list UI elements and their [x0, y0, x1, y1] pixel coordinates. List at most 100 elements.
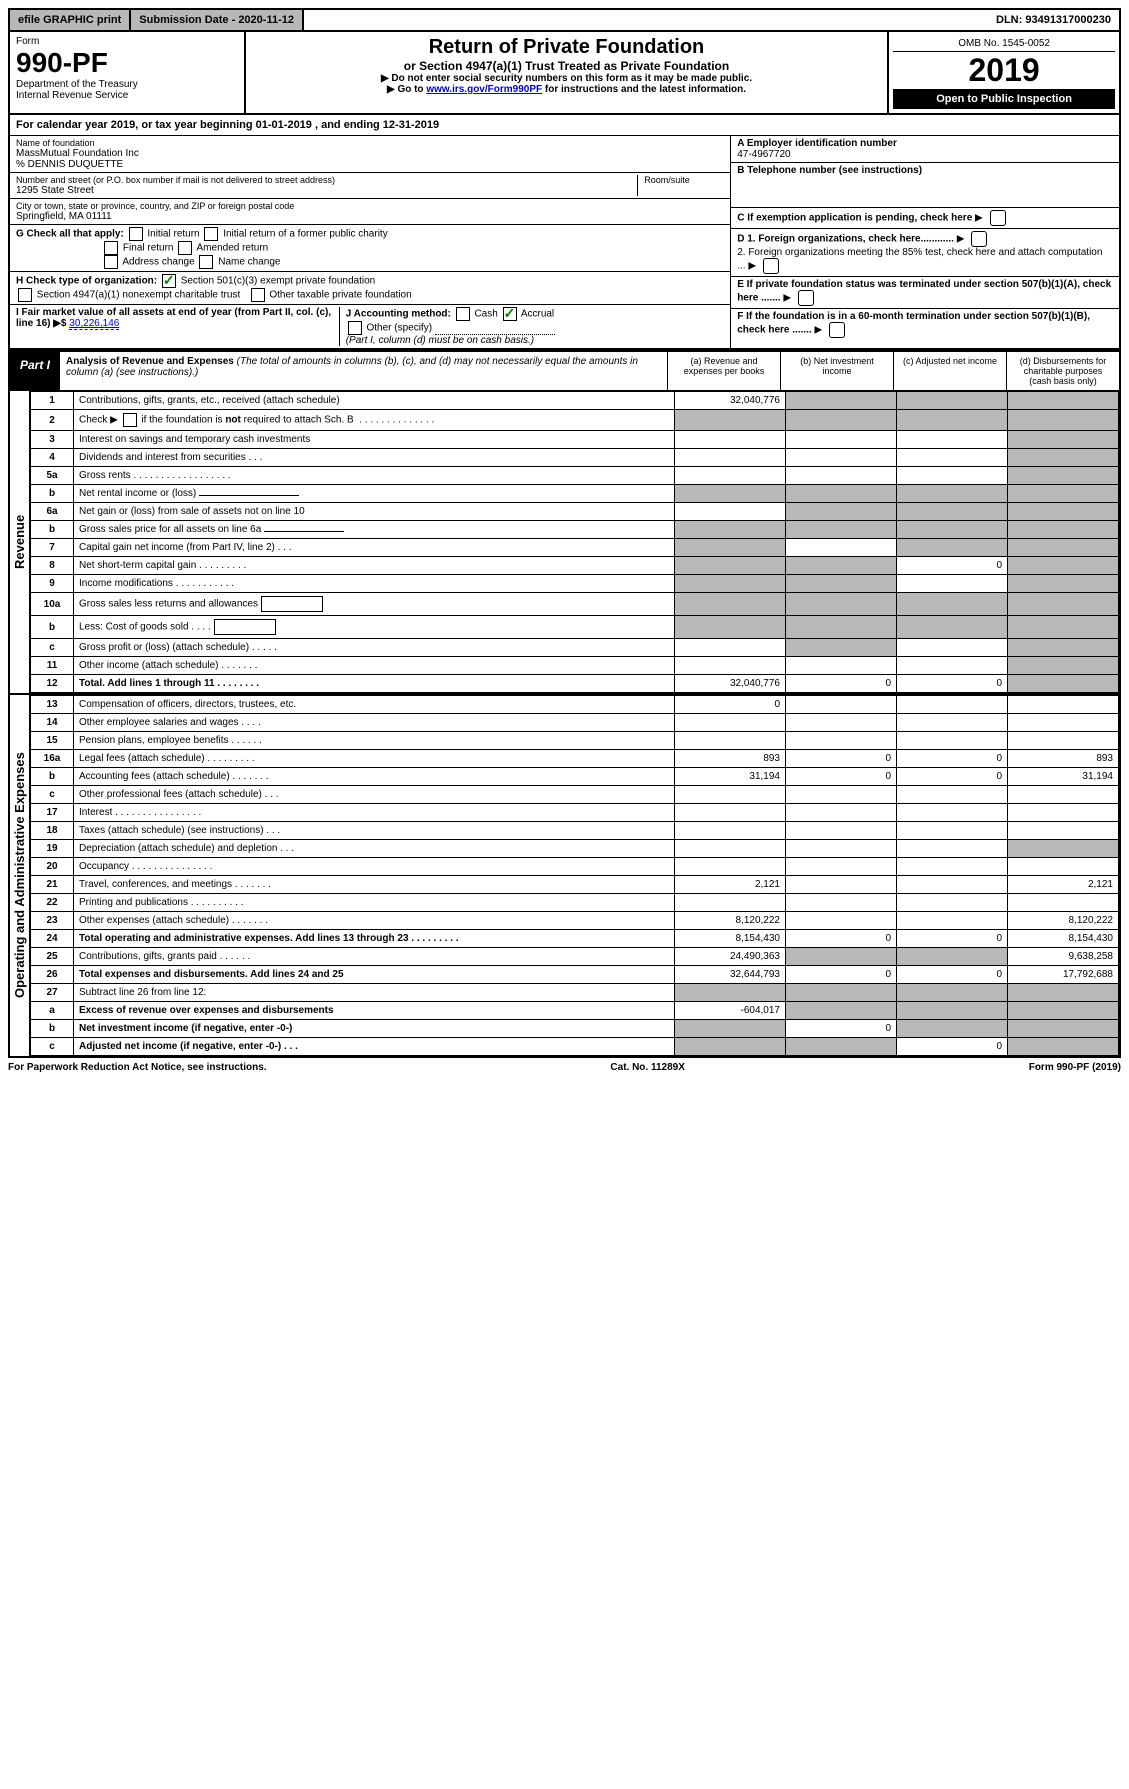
- checkbox-final[interactable]: [104, 241, 118, 255]
- table-row: 19Depreciation (attach schedule) and dep…: [31, 840, 1119, 858]
- irs-link[interactable]: www.irs.gov/Form990PF: [426, 84, 542, 95]
- telephone-label: B Telephone number (see instructions): [737, 165, 1113, 176]
- table-row: bLess: Cost of goods sold . . . .: [31, 616, 1119, 639]
- table-row: 20Occupancy . . . . . . . . . . . . . . …: [31, 858, 1119, 876]
- checkbox-accrual[interactable]: [503, 307, 517, 321]
- form-number: 990-PF: [16, 47, 238, 79]
- checkbox-initial-former[interactable]: [204, 227, 218, 241]
- table-row: 25Contributions, gifts, grants paid . . …: [31, 948, 1119, 966]
- table-row: 6aNet gain or (loss) from sale of assets…: [31, 503, 1119, 521]
- table-row: 9Income modifications . . . . . . . . . …: [31, 575, 1119, 593]
- checkbox-c[interactable]: [990, 210, 1006, 226]
- header-left: Form 990-PF Department of the Treasury I…: [10, 32, 246, 113]
- checkbox-4947[interactable]: [18, 288, 32, 302]
- section-c-label: C If exemption application is pending, c…: [737, 213, 972, 224]
- table-row: cGross profit or (loss) (attach schedule…: [31, 639, 1119, 657]
- ein-label: A Employer identification number: [737, 138, 1113, 149]
- table-row: 12Total. Add lines 1 through 11 . . . . …: [31, 675, 1119, 693]
- submission-date-button[interactable]: Submission Date - 2020-11-12: [131, 10, 304, 30]
- section-d2: 2. Foreign organizations meeting the 85%…: [737, 247, 1102, 272]
- expenses-label: Operating and Administrative Expenses: [10, 695, 30, 1056]
- revenue-table: Revenue 1Contributions, gifts, grants, e…: [8, 390, 1121, 695]
- checkbox-other-taxable[interactable]: [251, 288, 265, 302]
- checkbox-initial[interactable]: [129, 227, 143, 241]
- table-row: 1Contributions, gifts, grants, etc., rec…: [31, 392, 1119, 410]
- instruction-1: ▶ Do not enter social security numbers o…: [250, 73, 883, 84]
- table-row: cOther professional fees (attach schedul…: [31, 786, 1119, 804]
- fmv-link[interactable]: 30,226,146: [69, 318, 119, 330]
- irs-label: Internal Revenue Service: [16, 90, 238, 101]
- form-word: Form: [16, 36, 238, 47]
- address: 1295 State Street: [16, 185, 637, 196]
- header-center: Return of Private Foundation or Section …: [246, 32, 887, 113]
- col-c-header: (c) Adjusted net income: [893, 352, 1006, 390]
- table-row: 15Pension plans, employee benefits . . .…: [31, 732, 1119, 750]
- open-public-badge: Open to Public Inspection: [893, 89, 1115, 109]
- checkbox-other-method[interactable]: [348, 321, 362, 335]
- tax-year: 2019: [893, 52, 1115, 89]
- top-bar: efile GRAPHIC print Submission Date - 20…: [8, 8, 1121, 32]
- table-row: 4Dividends and interest from securities …: [31, 449, 1119, 467]
- table-row: 14Other employee salaries and wages . . …: [31, 714, 1119, 732]
- table-row: 16aLegal fees (attach schedule) . . . . …: [31, 750, 1119, 768]
- checkbox-d2[interactable]: [763, 258, 779, 274]
- efile-print-button[interactable]: efile GRAPHIC print: [10, 10, 131, 30]
- table-row: 3Interest on savings and temporary cash …: [31, 431, 1119, 449]
- part1-label: Part I: [10, 352, 60, 390]
- city: Springfield, MA 01111: [16, 211, 724, 222]
- expenses-table: Operating and Administrative Expenses 13…: [8, 695, 1121, 1058]
- address-label: Number and street (or P.O. box number if…: [16, 175, 637, 185]
- form-subtitle: or Section 4947(a)(1) Trust Treated as P…: [250, 59, 883, 73]
- table-row: 13Compensation of officers, directors, t…: [31, 696, 1119, 714]
- section-d1: D 1. Foreign organizations, check here..…: [737, 234, 954, 245]
- col-d-header: (d) Disbursements for charitable purpose…: [1006, 352, 1119, 390]
- checkbox-f[interactable]: [829, 322, 845, 338]
- checkbox-d1[interactable]: [971, 231, 987, 247]
- dln-label: DLN: 93491317000230: [988, 10, 1119, 30]
- table-row: 8Net short-term capital gain . . . . . .…: [31, 557, 1119, 575]
- section-f-label: F If the foundation is in a 60-month ter…: [737, 311, 1090, 336]
- checkbox-amended[interactable]: [178, 241, 192, 255]
- table-row: 11Other income (attach schedule) . . . .…: [31, 657, 1119, 675]
- table-row: 22Printing and publications . . . . . . …: [31, 894, 1119, 912]
- checkbox-name[interactable]: [199, 255, 213, 269]
- footer-right: Form 990-PF (2019): [1029, 1062, 1121, 1073]
- col-b-header: (b) Net investment income: [780, 352, 893, 390]
- table-row: 24Total operating and administrative exp…: [31, 930, 1119, 948]
- checkbox-e[interactable]: [798, 290, 814, 306]
- dept-label: Department of the Treasury: [16, 79, 238, 90]
- revenue-label: Revenue: [10, 391, 30, 693]
- name-label: Name of foundation: [16, 138, 724, 148]
- form-title: Return of Private Foundation: [250, 36, 883, 59]
- table-row: 2Check ▶ if the foundation is not requir…: [31, 410, 1119, 431]
- instruction-2: ▶ Go to www.irs.gov/Form990PF for instru…: [250, 84, 883, 95]
- part1-header: Part I Analysis of Revenue and Expenses …: [8, 350, 1121, 390]
- table-row: 10aGross sales less returns and allowanc…: [31, 593, 1119, 616]
- table-row: bAccounting fees (attach schedule) . . .…: [31, 768, 1119, 786]
- header-right: OMB No. 1545-0052 2019 Open to Public In…: [887, 32, 1119, 113]
- checkbox-address[interactable]: [104, 255, 118, 269]
- section-h: H Check type of organization: Section 50…: [10, 272, 730, 305]
- table-row: 5aGross rents . . . . . . . . . . . . . …: [31, 467, 1119, 485]
- table-row: 17Interest . . . . . . . . . . . . . . .…: [31, 804, 1119, 822]
- section-g: G Check all that apply: Initial return I…: [10, 225, 730, 272]
- table-row: 7Capital gain net income (from Part IV, …: [31, 539, 1119, 557]
- checkbox-schb[interactable]: [123, 413, 137, 427]
- foundation-name: MassMutual Foundation Inc: [16, 148, 724, 159]
- part1-title: Analysis of Revenue and Expenses: [66, 356, 234, 367]
- section-i-j: I Fair market value of all assets at end…: [10, 305, 730, 348]
- checkbox-cash[interactable]: [456, 307, 470, 321]
- city-label: City or town, state or province, country…: [16, 201, 724, 211]
- footer-left: For Paperwork Reduction Act Notice, see …: [8, 1062, 267, 1073]
- ein-value: 47-4967720: [737, 149, 1113, 160]
- table-row: 21Travel, conferences, and meetings . . …: [31, 876, 1119, 894]
- checkbox-501c3[interactable]: [162, 274, 176, 288]
- calendar-year-row: For calendar year 2019, or tax year begi…: [8, 115, 1121, 136]
- omb-number: OMB No. 1545-0052: [893, 36, 1115, 52]
- table-row: 27Subtract line 26 from line 12:: [31, 984, 1119, 1002]
- table-row: bGross sales price for all assets on lin…: [31, 521, 1119, 539]
- info-section: Name of foundation MassMutual Foundation…: [8, 136, 1121, 350]
- col-a-header: (a) Revenue and expenses per books: [667, 352, 780, 390]
- footer-center: Cat. No. 11289X: [610, 1062, 684, 1073]
- room-label: Room/suite: [644, 175, 724, 185]
